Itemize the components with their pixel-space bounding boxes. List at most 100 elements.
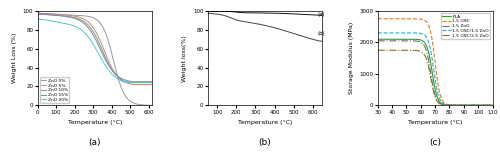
1.5 CNC/2.5 ZnO — [425, 64, 431, 66]
PLA — [464, 104, 470, 106]
1.5 CNC/2.5 ZnO — [386, 49, 392, 51]
Text: (b): (b) — [258, 138, 272, 147]
1.5 CNC/2.5 ZnO — [374, 49, 380, 51]
ZnO 0% — [114, 71, 119, 73]
ZnO 0% — [46, 13, 52, 15]
ZnO 15% — [81, 22, 87, 24]
ZnO 20% — [124, 81, 130, 83]
Legend: ZnO 0%, ZnO 5%, ZnO 10%, ZnO 15%, ZnO 20%: ZnO 0%, ZnO 5%, ZnO 10%, ZnO 15%, ZnO 20… — [40, 77, 70, 103]
ZnO 15% — [34, 13, 40, 15]
X-axis label: Temperature (°C): Temperature (°C) — [238, 120, 292, 125]
1.5 CNC — [466, 104, 472, 106]
ZnO 5% — [132, 84, 138, 86]
ZnO 10% — [150, 82, 156, 84]
ZnO 15% — [85, 27, 91, 29]
X-axis label: Temperature (°C): Temperature (°C) — [408, 120, 462, 125]
ZnO 20% — [150, 81, 156, 83]
ZnO 10% — [124, 81, 130, 83]
ZnO 0% — [85, 16, 91, 17]
ZnO 20% — [46, 20, 52, 21]
ZnO 10% — [126, 82, 132, 84]
1.5 CNC — [374, 18, 380, 20]
Line: PLA: PLA — [378, 39, 492, 105]
1.5 CNC — [425, 24, 431, 25]
Line: ZnO 10%: ZnO 10% — [38, 14, 152, 83]
ZnO 5% — [81, 18, 87, 20]
1.5 ZnO — [466, 104, 472, 106]
1.5 ZnO — [421, 44, 427, 46]
1.5 ZnO — [464, 104, 470, 106]
ZnO 5% — [150, 84, 156, 86]
1.5 CNC — [490, 104, 496, 106]
PLA — [374, 38, 380, 40]
ZnO 20% — [126, 81, 132, 83]
ZnO 15% — [126, 80, 132, 82]
1.5 CNC/1.5 ZnO — [425, 40, 431, 42]
Line: ZnO 5%: ZnO 5% — [38, 13, 152, 85]
Line: 1.5 CNC/1.5 ZnO: 1.5 CNC/1.5 ZnO — [378, 33, 492, 105]
1.5 ZnO — [425, 58, 431, 59]
Y-axis label: Weight loss(%): Weight loss(%) — [182, 35, 188, 82]
ZnO 5% — [85, 21, 91, 23]
ZnO 10% — [46, 14, 52, 16]
ZnO 20% — [121, 81, 127, 83]
1.5 CNC/1.5 ZnO — [374, 32, 380, 34]
ZnO 10% — [81, 21, 87, 22]
ZnO 10% — [114, 75, 119, 77]
Y-axis label: Weight Loss (%): Weight Loss (%) — [12, 33, 18, 83]
ZnO 5% — [34, 12, 40, 14]
Line: ZnO 0%: ZnO 0% — [38, 13, 152, 105]
1.5 CNC/2.5 ZnO — [490, 104, 496, 106]
ZnO 5% — [124, 82, 130, 84]
1.5 CNC/1.5 ZnO — [454, 104, 460, 106]
Line: 1.5 CNC/2.5 ZnO: 1.5 CNC/2.5 ZnO — [378, 50, 492, 105]
ZnO 5% — [114, 74, 119, 76]
ZnO 15% — [114, 74, 119, 76]
ZnO 15% — [130, 81, 136, 83]
1.5 CNC — [386, 18, 392, 20]
ZnO 0% — [81, 15, 87, 17]
1.5 CNC/1.5 ZnO — [490, 104, 496, 106]
ZnO 0% — [150, 104, 156, 106]
1.5 ZnO — [386, 40, 392, 42]
Text: (a): (a) — [318, 12, 325, 17]
ZnO 20% — [81, 31, 87, 33]
Text: (c): (c) — [429, 138, 441, 147]
Text: (a): (a) — [88, 138, 101, 147]
1.5 CNC/2.5 ZnO — [464, 104, 470, 106]
1.5 ZnO — [454, 104, 460, 106]
PLA — [490, 104, 496, 106]
1.5 CNC — [464, 104, 470, 106]
ZnO 0% — [34, 12, 40, 14]
PLA — [454, 104, 460, 106]
PLA — [425, 50, 431, 52]
ZnO 15% — [124, 80, 130, 82]
Line: ZnO 20%: ZnO 20% — [38, 19, 152, 82]
1.5 CNC/1.5 ZnO — [466, 104, 472, 106]
Y-axis label: Storage Modulus (MPa): Storage Modulus (MPa) — [349, 22, 354, 94]
1.5 CNC/1.5 ZnO — [421, 34, 427, 36]
1.5 ZnO — [374, 40, 380, 42]
ZnO 15% — [150, 81, 156, 83]
1.5 CNC/2.5 ZnO — [466, 104, 472, 106]
1.5 CNC — [454, 104, 460, 106]
PLA — [466, 104, 472, 106]
ZnO 20% — [114, 77, 119, 79]
ZnO 5% — [46, 13, 52, 15]
ZnO 0% — [124, 97, 130, 99]
Legend: PLA, 1.5 CNC, 1.5 ZnO, 1.5 CNC/1.5 ZnO, 1.5 CNC/2.5 ZnO: PLA, 1.5 CNC, 1.5 ZnO, 1.5 CNC/1.5 ZnO, … — [441, 13, 490, 39]
ZnO 15% — [46, 14, 52, 16]
1.5 ZnO — [490, 104, 496, 106]
1.5 CNC/1.5 ZnO — [464, 104, 470, 106]
Line: 1.5 CNC: 1.5 CNC — [378, 19, 492, 105]
ZnO 20% — [85, 36, 91, 38]
Text: (b): (b) — [318, 31, 326, 36]
ZnO 0% — [126, 99, 132, 101]
X-axis label: Temperature (°C): Temperature (°C) — [68, 120, 122, 125]
1.5 CNC/2.5 ZnO — [454, 104, 460, 106]
1.5 CNC/1.5 ZnO — [386, 32, 392, 34]
Line: 1.5 ZnO: 1.5 ZnO — [378, 41, 492, 105]
1.5 CNC/2.5 ZnO — [421, 53, 427, 55]
ZnO 20% — [34, 18, 40, 20]
1.5 CNC — [421, 19, 427, 21]
